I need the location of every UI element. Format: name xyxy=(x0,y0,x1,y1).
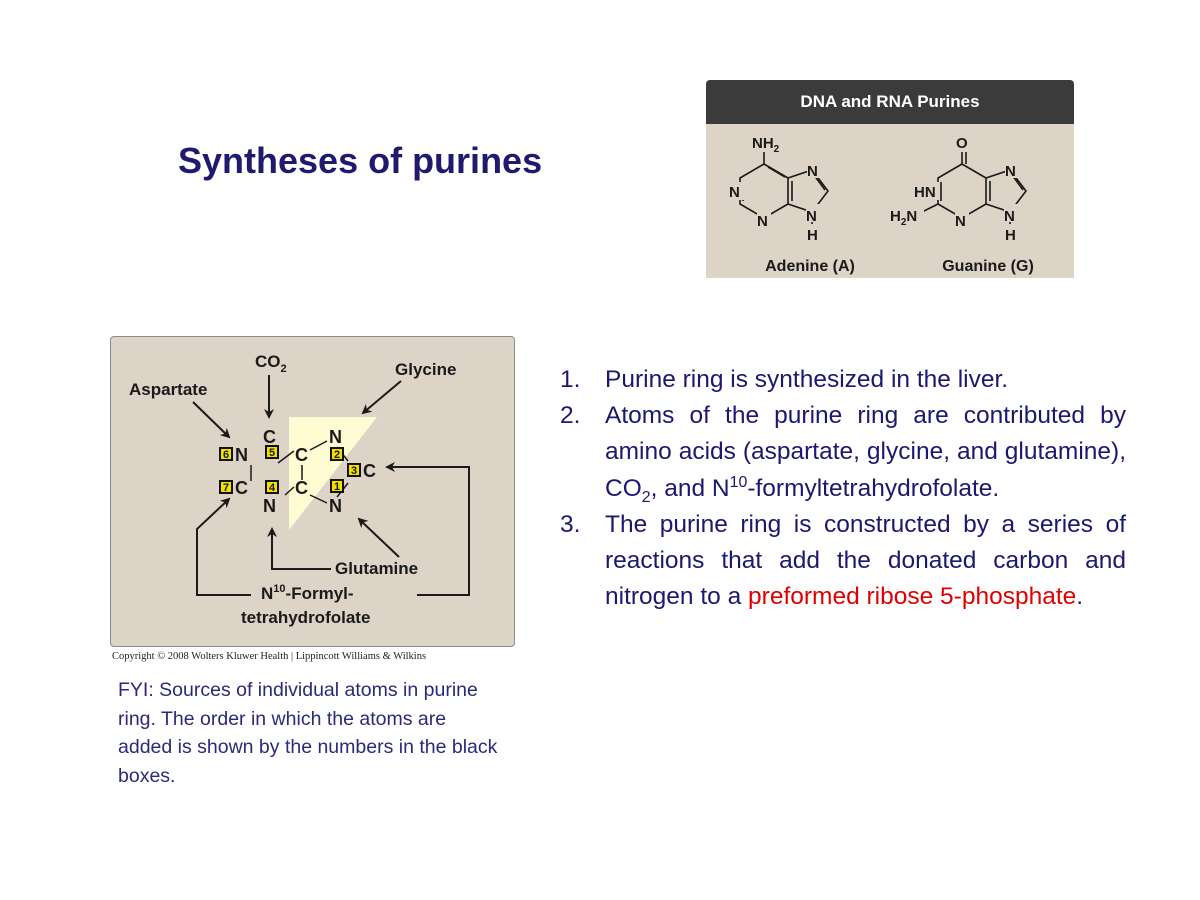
svg-text:2: 2 xyxy=(334,449,340,461)
co2-label: CO2 xyxy=(255,352,287,375)
atom-c8: C xyxy=(363,461,376,481)
purine-ring-diagram: C N C N C C C N N 1 2 3 4 5 6 7 CO2 Aspa… xyxy=(110,336,515,647)
order-badge-5: 5 xyxy=(265,445,279,459)
list-text: The purine ring is constructed by a seri… xyxy=(605,510,1126,611)
order-badge-2: 2 xyxy=(330,447,344,461)
glycine-arrow xyxy=(361,380,402,415)
guanine-o-label: O xyxy=(956,135,968,152)
atom-c4-top: C xyxy=(295,445,308,465)
purines-panel-header: DNA and RNA Purines xyxy=(706,80,1074,124)
formyl-c2-arrow xyxy=(196,497,251,596)
slide-title: Syntheses of purines xyxy=(178,140,543,181)
adenine-n9-label: N xyxy=(806,208,817,225)
svg-text:3: 3 xyxy=(351,465,357,477)
formyl-thf-label-line2: tetrahydrofolate xyxy=(241,608,370,627)
purine-synthesis-list: 1. Purine ring is synthesized in the liv… xyxy=(560,362,1126,615)
glutamine-label: Glutamine xyxy=(335,559,418,578)
svg-text:4: 4 xyxy=(269,482,276,494)
purines-structures: NH2 N N N N H Adenine (A) O HN H2N N N N xyxy=(729,132,1034,275)
list-item: 3. The purine ring is constructed by a s… xyxy=(560,507,1126,616)
atom-n7: N xyxy=(329,427,342,447)
list-number: 3. xyxy=(560,510,581,538)
guanine-caption: Guanine (G) xyxy=(942,258,1034,275)
adenine-n7-label: N xyxy=(807,163,818,180)
list-number: 2. xyxy=(560,402,581,430)
glutamine-arrow xyxy=(357,517,400,558)
glutamine-n3-arrow xyxy=(267,527,331,570)
atom-n9: N xyxy=(329,496,342,516)
guanine-n9-label: N xyxy=(1004,208,1015,225)
atom-c5: C xyxy=(263,427,276,447)
glycine-highlight xyxy=(289,417,377,530)
order-badge-6: 6 xyxy=(219,447,233,461)
list-item: 1. Purine ring is synthesized in the liv… xyxy=(560,362,1126,398)
svg-text:1: 1 xyxy=(334,481,340,493)
list-text: Purine ring is synthesized in the liver. xyxy=(605,366,1009,393)
aspartate-label: Aspartate xyxy=(129,380,207,399)
copyright-notice: Copyright © 2008 Wolters Kluwer Health |… xyxy=(112,651,427,662)
glycine-label: Glycine xyxy=(395,360,456,379)
atom-n1: N xyxy=(235,445,248,465)
adenine-caption: Adenine (A) xyxy=(765,258,855,275)
highlighted-text: preformed ribose 5-phosphate xyxy=(748,583,1077,611)
order-badge-3: 3 xyxy=(347,463,361,477)
adenine-h9-label: H xyxy=(807,227,818,244)
adenine-n3-label: N xyxy=(757,213,768,230)
formyl-thf-label-line1: N10-Formyl- xyxy=(261,583,354,603)
order-badge-1: 1 xyxy=(330,479,344,493)
guanine-n3-label: N xyxy=(955,213,966,230)
guanine-h9-label: H xyxy=(1005,227,1016,244)
atom-n3: N xyxy=(263,496,276,516)
purine-ring-svg: C N C N C C C N N 1 2 3 4 5 6 7 CO2 Aspa… xyxy=(129,352,470,627)
fyi-note: FYI: Sources of individual atoms in puri… xyxy=(118,679,498,787)
svg-text:5: 5 xyxy=(269,447,275,459)
svg-text:7: 7 xyxy=(223,482,229,494)
order-badge-7: 7 xyxy=(219,480,233,494)
adenine-n1-label: N xyxy=(729,184,740,201)
list-number: 1. xyxy=(560,366,581,393)
aspartate-arrow xyxy=(192,401,231,439)
list-text: Atoms of the purine ring are contributed… xyxy=(605,402,1126,506)
guanine-h2n-label: H2N xyxy=(890,208,917,228)
order-badge-4: 4 xyxy=(265,480,279,494)
purines-panel: DNA and RNA Purines xyxy=(706,80,1074,278)
formyl-c8-arrow xyxy=(385,462,470,596)
atom-c4-bottom: C xyxy=(295,478,308,498)
adenine-nh2-label: NH2 xyxy=(752,135,780,155)
list-item: 2. Atoms of the purine ring are contribu… xyxy=(560,398,1126,507)
svg-text:6: 6 xyxy=(223,449,229,461)
atom-c2: C xyxy=(235,478,248,498)
guanine-hn-label: HN xyxy=(914,184,936,201)
guanine-n7-label: N xyxy=(1005,163,1016,180)
